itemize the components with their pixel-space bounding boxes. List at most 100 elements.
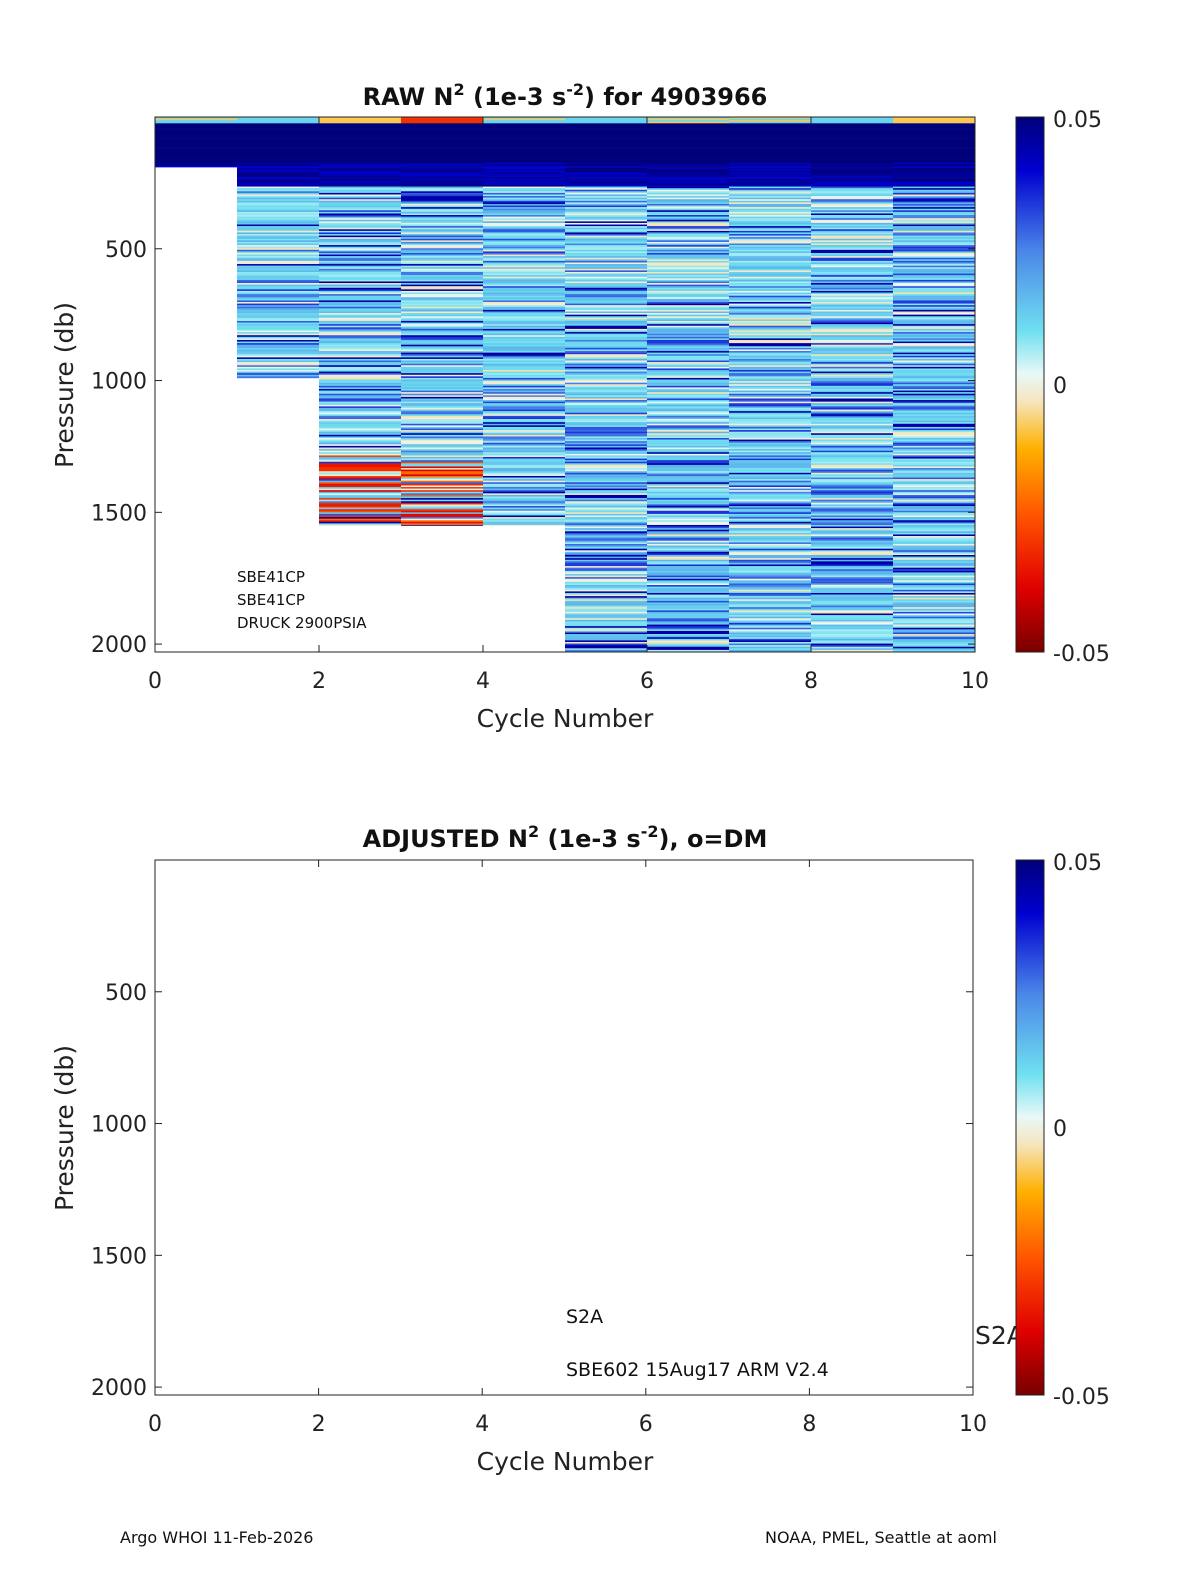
raw-cell	[647, 562, 729, 565]
raw-cell	[483, 281, 565, 284]
raw-cell	[811, 447, 893, 450]
raw-cell	[647, 330, 729, 333]
raw-cell	[483, 468, 565, 470]
raw-cell	[893, 623, 975, 625]
raw-cell	[647, 420, 729, 423]
raw-cell	[729, 226, 811, 228]
raw-cell	[729, 605, 811, 608]
raw-cell	[893, 339, 975, 342]
raw-cell	[893, 216, 975, 219]
raw-cell	[729, 479, 811, 481]
raw-cell	[237, 232, 319, 235]
raw-cell	[647, 245, 729, 247]
raw-cell	[729, 317, 811, 320]
raw-cell	[565, 362, 647, 364]
raw-cell	[565, 308, 647, 311]
raw-cell	[237, 169, 319, 172]
raw-cell	[319, 283, 401, 285]
raw-cell	[237, 358, 319, 361]
raw-cell	[319, 199, 401, 202]
raw-cell	[319, 135, 401, 138]
raw-cell	[319, 521, 401, 524]
raw-cell	[893, 561, 975, 564]
raw-cell	[483, 363, 565, 366]
raw-cell	[401, 194, 483, 197]
raw-cell	[483, 496, 565, 499]
raw-cell	[319, 166, 401, 168]
raw-cell	[319, 368, 401, 371]
raw-cell	[483, 507, 565, 510]
raw-cell	[237, 313, 319, 315]
raw-cell	[565, 611, 647, 614]
raw-cell	[893, 158, 975, 160]
raw-cell	[483, 362, 565, 364]
raw-cell	[893, 189, 975, 192]
raw-cell	[647, 235, 729, 238]
raw-cell	[483, 374, 565, 377]
raw-cell	[319, 221, 401, 224]
raw-cell	[729, 537, 811, 540]
raw-cell	[237, 173, 319, 176]
raw-cell	[401, 426, 483, 429]
raw-cell	[893, 450, 975, 453]
raw-cell	[565, 555, 647, 557]
raw-cell	[647, 415, 729, 418]
raw-cell	[237, 129, 319, 132]
raw-cell	[811, 284, 893, 287]
raw-cell	[729, 438, 811, 440]
raw-cell	[319, 428, 401, 431]
raw-cell	[647, 458, 729, 461]
raw-cell	[483, 354, 565, 357]
raw-cell	[811, 407, 893, 410]
raw-cell	[811, 385, 893, 388]
raw-cell	[565, 156, 647, 159]
raw-cell	[893, 632, 975, 635]
raw-cell	[565, 162, 647, 165]
raw-cell	[483, 142, 565, 145]
raw-cell	[237, 211, 319, 214]
raw-cell	[401, 237, 483, 240]
raw-cell	[565, 529, 647, 532]
raw-cell	[893, 385, 975, 388]
raw-cell	[647, 117, 729, 119]
raw-cell	[893, 480, 975, 483]
raw-cell	[401, 164, 483, 167]
raw-cell	[729, 398, 811, 401]
raw-cell	[893, 406, 975, 409]
raw-cell	[893, 434, 975, 437]
raw-cell	[237, 289, 319, 292]
raw-colorbar	[1015, 116, 1045, 653]
raw-cell	[483, 505, 565, 508]
raw-cell	[811, 607, 893, 610]
raw-cell	[811, 336, 893, 339]
raw-cell	[483, 238, 565, 241]
raw-cell	[811, 248, 893, 251]
raw-cell	[565, 561, 647, 564]
raw-cell	[893, 545, 975, 548]
raw-cell	[893, 235, 975, 238]
raw-cell	[401, 139, 483, 142]
raw-cell	[647, 548, 729, 551]
raw-cell	[483, 154, 565, 157]
raw-cell	[893, 273, 975, 276]
raw-cell	[647, 630, 729, 633]
raw-cell	[565, 395, 647, 398]
raw-cell	[237, 246, 319, 249]
raw-cell	[811, 287, 893, 290]
raw-cell	[237, 221, 319, 224]
raw-cell	[893, 404, 975, 407]
raw-cell	[811, 145, 893, 148]
raw-cell	[565, 336, 647, 339]
raw-cell	[401, 140, 483, 143]
raw-cell	[483, 267, 565, 270]
raw-cell	[647, 309, 729, 312]
raw-cell	[893, 290, 975, 293]
raw-cell	[647, 615, 729, 617]
raw-cell	[647, 126, 729, 129]
raw-cell	[811, 460, 893, 463]
raw-cell	[237, 314, 319, 317]
raw-cell	[729, 124, 811, 127]
raw-cell	[319, 159, 401, 162]
raw-cell	[647, 510, 729, 513]
raw-cell	[565, 629, 647, 632]
